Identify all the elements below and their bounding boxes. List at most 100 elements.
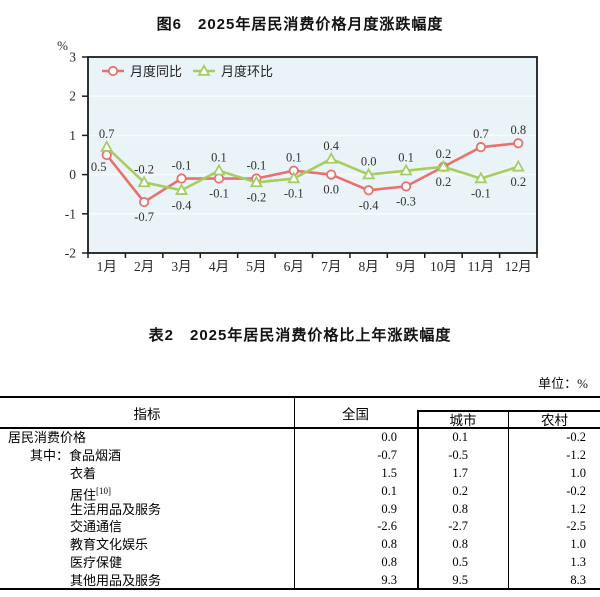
data-label: 0.1 bbox=[211, 151, 227, 165]
urban-value-cell: 0.8 bbox=[452, 537, 468, 552]
table-row: 居民消费价格 0.0 0.1 -0.2 bbox=[0, 429, 600, 447]
data-point-marker bbox=[137, 175, 151, 188]
data-point-marker bbox=[197, 63, 211, 76]
y-tick-label: 0 bbox=[69, 167, 76, 182]
data-point-marker bbox=[101, 149, 112, 161]
x-tick-label: 8月 bbox=[359, 259, 379, 274]
data-point-marker bbox=[213, 173, 225, 184]
indicator-cell: 生活用品及服务 bbox=[70, 501, 162, 517]
series-line-tongbi bbox=[105, 141, 520, 204]
data-point-marker bbox=[363, 185, 374, 196]
indicator-cell: 其中：食品烟酒 bbox=[30, 447, 122, 463]
table-top-border bbox=[0, 396, 600, 398]
data-point-marker bbox=[511, 159, 525, 172]
legend-label: 月度环比 bbox=[221, 64, 273, 79]
data-point-marker bbox=[326, 169, 337, 180]
national-value-cell: 1.5 bbox=[381, 465, 397, 480]
rural-value-cell: -2.5 bbox=[566, 519, 586, 534]
data-point-marker bbox=[400, 181, 412, 192]
data-label: 0.7 bbox=[99, 127, 115, 141]
national-value-cell: 9.3 bbox=[381, 573, 397, 588]
data-point-marker bbox=[399, 163, 413, 176]
data-point-marker bbox=[287, 171, 301, 184]
header-urban: 城市 bbox=[449, 413, 477, 428]
national-value-cell: 0.0 bbox=[381, 430, 397, 444]
unit-label: 单位：% bbox=[538, 376, 588, 391]
x-tick-label: 12月 bbox=[505, 259, 532, 274]
table-row: 其中：食品烟酒 -0.7 -0.5 -1.2 bbox=[0, 447, 600, 465]
legend-label: 月度同比 bbox=[130, 64, 182, 79]
table-title: 表2 2025年居民消费价格比上年涨跌幅度 bbox=[148, 327, 452, 344]
table-row: 衣着 1.5 1.7 1.0 bbox=[0, 465, 600, 483]
chart-title: 图6 2025年居民消费价格月度涨跌幅度 bbox=[156, 16, 444, 33]
urban-value-cell: 0.5 bbox=[452, 555, 468, 570]
table-row: 交通通信 -2.6 -2.7 -2.5 bbox=[0, 518, 600, 536]
rural-value-cell: 1.0 bbox=[570, 465, 586, 480]
indicator-cell: 交通通信 bbox=[70, 519, 123, 535]
indicator-cell: 居住[10] bbox=[70, 485, 112, 502]
data-label: -0.7 bbox=[134, 210, 154, 224]
data-point-marker bbox=[475, 142, 486, 153]
col-divider-national bbox=[294, 396, 295, 588]
col-divider-rural bbox=[508, 410, 509, 588]
plot-area bbox=[88, 57, 537, 253]
rural-value-cell: 1.3 bbox=[570, 555, 586, 570]
y-tick-label: -2 bbox=[65, 246, 76, 261]
data-label: -0.1 bbox=[172, 159, 192, 173]
y-tick-label: -1 bbox=[65, 206, 76, 221]
urban-value-cell: 0.8 bbox=[452, 501, 468, 516]
data-label: -0.2 bbox=[134, 162, 154, 176]
data-label: 0.8 bbox=[510, 123, 526, 137]
data-point-marker bbox=[175, 183, 189, 195]
x-tick-label: 10月 bbox=[430, 259, 457, 274]
data-label: 0.7 bbox=[473, 127, 489, 141]
indicator-cell: 衣着 bbox=[70, 465, 97, 481]
data-point-marker bbox=[212, 163, 226, 176]
data-label: -0.4 bbox=[172, 198, 193, 212]
table-row: 生活用品及服务 0.9 0.8 1.2 bbox=[0, 501, 600, 519]
urban-value-cell: 0.1 bbox=[452, 430, 468, 444]
data-label: 0.1 bbox=[398, 151, 414, 165]
data-point-marker bbox=[362, 167, 376, 180]
cpi-monthly-line-chart: %3 2 1 0 -1 -2 1月 2月 3月 4月 5月 6月 7月 8月 9月 10月 11月 12月 0.5 -… bbox=[57, 38, 538, 274]
y-axis-unit-label: % bbox=[57, 38, 68, 53]
data-point-marker bbox=[176, 173, 187, 184]
table-row: 教育文化娱乐 0.8 0.8 1.0 bbox=[0, 536, 600, 554]
data-point-marker bbox=[436, 159, 450, 172]
table-row: 居住[10] 0.1 0.2 -0.2 bbox=[0, 483, 600, 502]
x-tick-label: 11月 bbox=[468, 259, 495, 274]
national-value-cell: 0.9 bbox=[381, 501, 397, 516]
data-point-marker bbox=[324, 151, 338, 164]
data-point-marker bbox=[249, 175, 263, 188]
x-tick-label: 1月 bbox=[97, 259, 117, 274]
urban-value-cell: -2.7 bbox=[448, 519, 468, 534]
data-label: 0.2 bbox=[436, 175, 452, 189]
data-label: 0.2 bbox=[510, 175, 526, 189]
data-point-marker bbox=[107, 65, 119, 77]
table-row: 其他用品及服务 9.3 9.5 8.3 bbox=[0, 572, 600, 590]
table-rows: 居民消费价格 0.0 0.1 -0.2 其中：食品烟酒 -0.7 -0.5 -1.2 衣着 1.5… bbox=[0, 429, 600, 590]
rural-value-cell: 8.3 bbox=[570, 573, 586, 588]
data-label: 0.2 bbox=[436, 147, 452, 161]
x-tick-label: 4月 bbox=[209, 259, 229, 274]
data-point-marker bbox=[474, 171, 488, 184]
indicator-cell: 居民消费价格 bbox=[8, 430, 87, 445]
y-tick-label: 3 bbox=[69, 50, 76, 65]
indicator-cell: 教育文化娱乐 bbox=[70, 537, 149, 553]
x-tick-label: 7月 bbox=[321, 259, 341, 274]
header-national: 全国 bbox=[342, 407, 369, 422]
data-label: -0.1 bbox=[246, 159, 266, 173]
data-label: -0.2 bbox=[246, 190, 266, 204]
national-value-cell: 0.8 bbox=[381, 537, 397, 552]
x-tick-label: 2月 bbox=[134, 259, 154, 274]
rural-value-cell: -0.2 bbox=[566, 430, 586, 444]
national-value-cell: 0.1 bbox=[381, 483, 397, 498]
indicator-cell: 其他用品及服务 bbox=[70, 573, 162, 589]
data-point-marker bbox=[513, 138, 524, 149]
header-bottom-border bbox=[0, 427, 600, 429]
rural-value-cell: -1.2 bbox=[566, 447, 586, 462]
national-value-cell: -0.7 bbox=[377, 447, 397, 462]
data-label: -0.1 bbox=[284, 187, 304, 201]
x-tick-label: 5月 bbox=[246, 259, 266, 274]
